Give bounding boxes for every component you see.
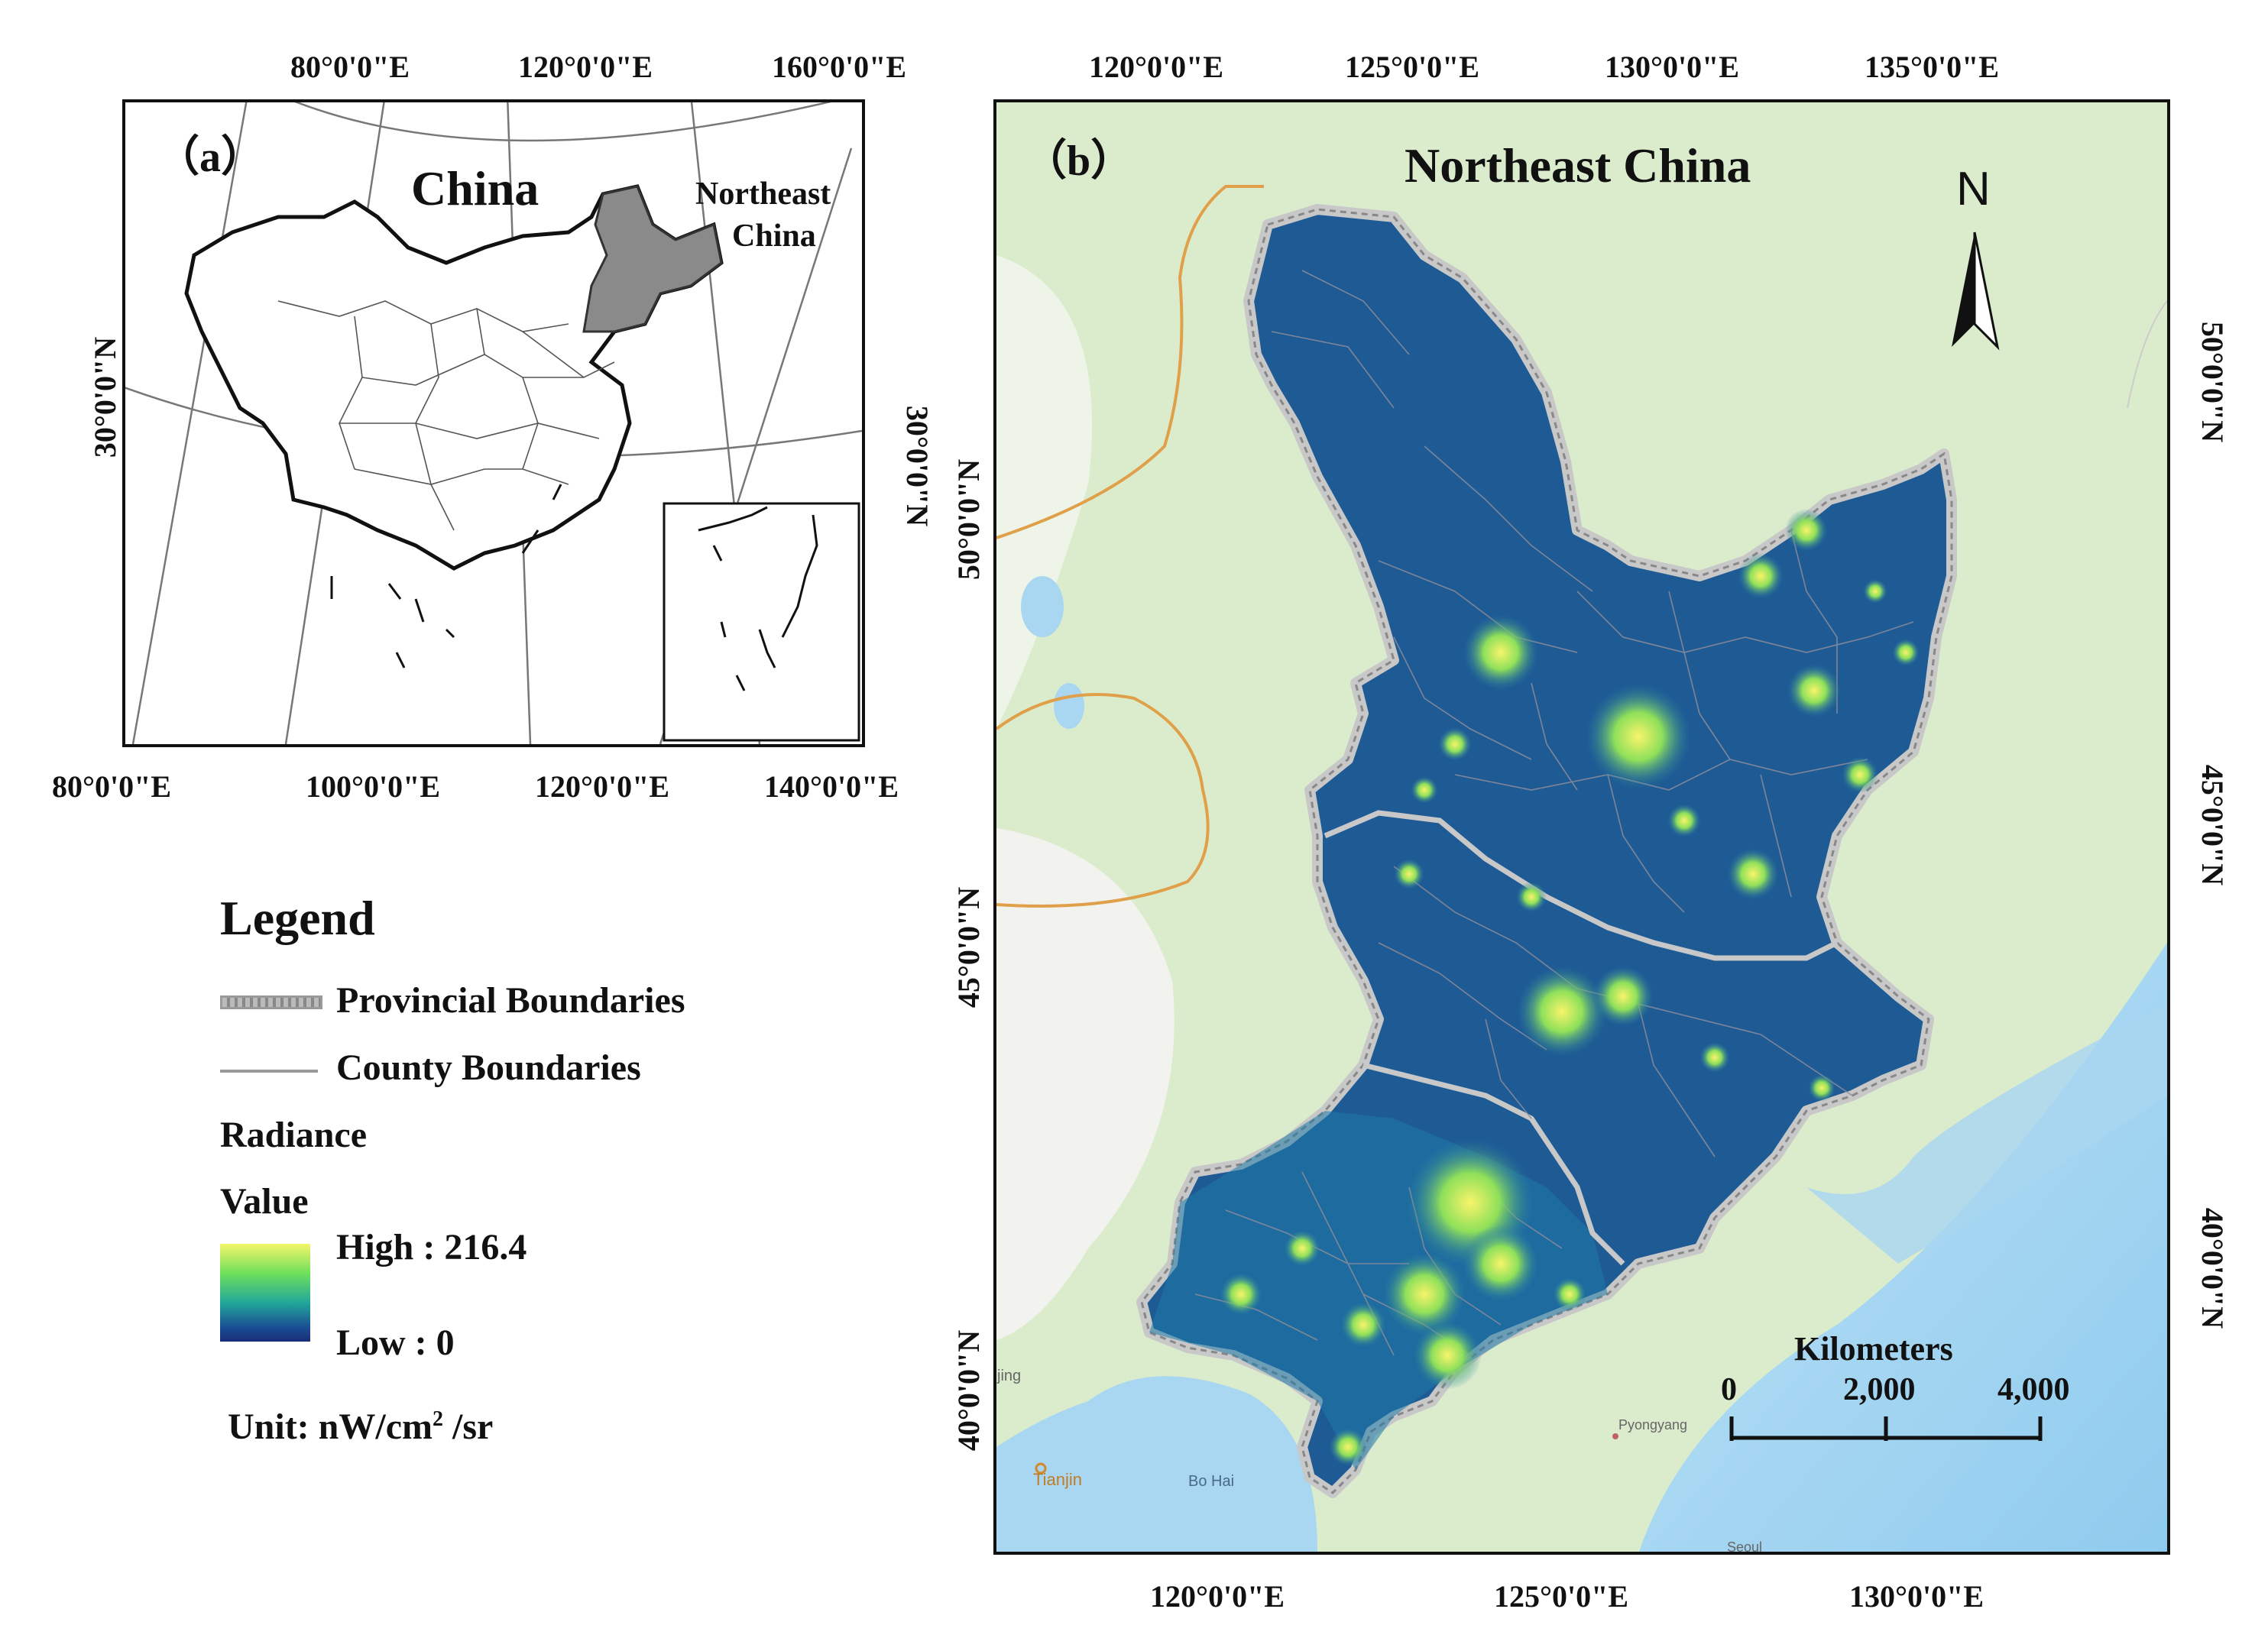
- panel-b-left-lat-3: 40°0'0"N: [951, 1329, 986, 1452]
- panel-a-region-label-2: China: [732, 219, 816, 254]
- panel-a-top-lon-2: 120°0'0"E: [518, 50, 653, 84]
- panel-b-bottom-lon-2: 125°0'0"E: [1494, 1579, 1628, 1614]
- legend-radiance-label-2: Value: [220, 1181, 309, 1222]
- panel-a-country-label: China: [411, 161, 539, 215]
- panel-b-bottom-lon-1: 120°0'0"E: [1150, 1579, 1285, 1614]
- panel-a-bottom-lon-4: 140°0'0"E: [764, 769, 899, 804]
- northeast-china-region: [582, 185, 723, 333]
- panel-a-bottom-lon-2: 100°0'0"E: [306, 769, 440, 804]
- scale-tick-4000: 4,000: [1997, 1372, 2070, 1407]
- south-china-sea-inset: [663, 502, 860, 742]
- panel-a-bottom-lon-1: 80°0'0"E: [52, 769, 171, 804]
- panel-b-map-frame: [993, 99, 2170, 1555]
- legend-unit-sup: 2: [432, 1407, 443, 1431]
- county-boundary-swatch: [220, 1070, 318, 1073]
- panel-b-top-lon-4: 135°0'0"E: [1865, 50, 1999, 84]
- scale-title: Kilometers: [1794, 1330, 1953, 1368]
- legend-title: Legend: [220, 891, 375, 945]
- panel-b-left-lat-2: 45°0'0"N: [951, 886, 986, 1008]
- international-border: [996, 185, 1264, 539]
- panel-a-map-svg: [125, 102, 862, 744]
- panel-b-top-lon-3: 130°0'0"E: [1605, 50, 1739, 84]
- radiance-color-ramp: [220, 1244, 310, 1342]
- scale-tick-2000: 2,000: [1843, 1372, 1916, 1407]
- legend-low-label: Low : 0: [336, 1322, 455, 1363]
- panel-a-map-frame: [122, 99, 865, 747]
- panel-b-map-svg: [996, 102, 2167, 1552]
- tianjin-label: Tianjin: [1033, 1470, 1082, 1489]
- provincial-boundary-swatch: [220, 995, 322, 1009]
- panel-a-label: （a）: [157, 134, 264, 181]
- legend-unit-suffix: /sr: [442, 1407, 494, 1447]
- panel-b-right-lat-2: 45°0'0"N: [2195, 764, 2230, 886]
- pyongyang-marker: [1612, 1433, 1618, 1439]
- panel-b-left-lat-1: 50°0'0"N: [951, 458, 986, 581]
- scale-tick-0: 0: [1721, 1372, 1737, 1407]
- beijing-partial-label: jing: [997, 1368, 1022, 1384]
- panel-a-right-lat: 30°0'0"N: [900, 405, 935, 527]
- city-lights: [1220, 509, 1920, 1466]
- panel-b-right-lat-3: 40°0'0"N: [2195, 1207, 2230, 1329]
- legend-unit: Unit: nW/cm2 /sr: [228, 1406, 493, 1448]
- panel-b-top-lon-2: 125°0'0"E: [1345, 50, 1479, 84]
- panel-a-top-lon-1: 80°0'0"E: [290, 50, 410, 84]
- panel-b-right-lat-1: 50°0'0"N: [2195, 321, 2230, 443]
- panel-b-title: Northeast China: [1405, 138, 1751, 193]
- sea-yellow-sea: [1639, 943, 2167, 1552]
- panel-a-left-lat: 30°0'0"N: [88, 336, 122, 458]
- scale-bar: [1729, 1416, 2043, 1441]
- tianjin-marker: [1035, 1462, 1047, 1475]
- sea-bohai: [996, 1376, 1317, 1552]
- seoul-partial-label: Seoul: [1727, 1539, 1763, 1555]
- panel-b-top-lon-1: 120°0'0"E: [1089, 50, 1223, 84]
- legend-provincial-label: Provincial Boundaries: [336, 980, 685, 1021]
- legend-radiance-label-1: Radiance: [220, 1115, 367, 1155]
- panel-a-region-label-1: Northeast: [695, 176, 831, 212]
- bohai-label: Bo Hai: [1188, 1473, 1235, 1490]
- panel-a-bottom-lon-3: 120°0'0"E: [535, 769, 669, 804]
- panel-a-top-lon-3: 160°0'0"E: [772, 50, 906, 84]
- north-label: N: [1956, 163, 1991, 215]
- panel-b-label: （b）: [1024, 138, 1134, 185]
- pyongyang-label: Pyongyang: [1618, 1417, 1688, 1432]
- legend-county-label: County Boundaries: [336, 1047, 641, 1088]
- legend-unit-prefix: Unit: nW/cm: [228, 1407, 433, 1447]
- legend-high-label: High : 216.4: [336, 1227, 527, 1267]
- panel-b-bottom-lon-3: 130°0'0"E: [1849, 1579, 1984, 1614]
- north-arrow: [1952, 231, 2000, 351]
